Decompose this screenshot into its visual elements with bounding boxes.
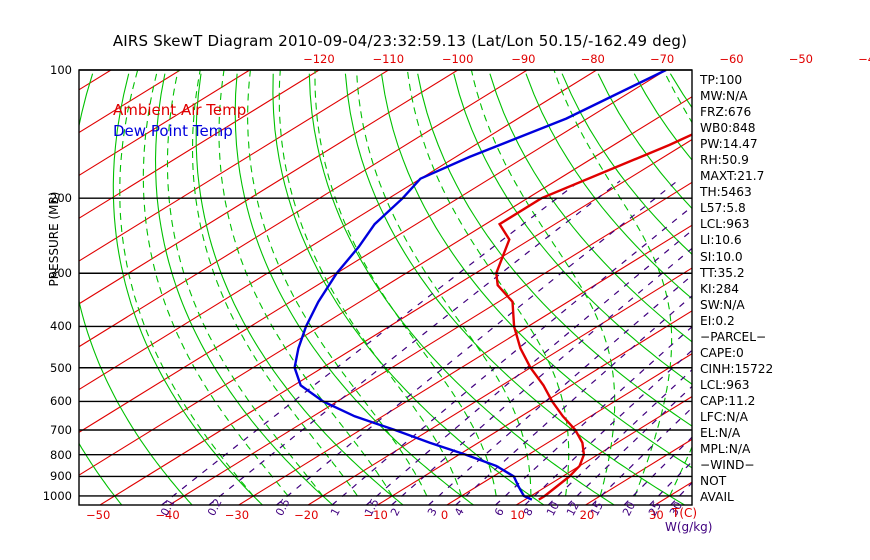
bottom-temp-tick-0: −50 [86, 508, 111, 522]
stat-item-26: AVAIL [700, 490, 734, 505]
bottom-temp-tick-2: −30 [224, 508, 250, 522]
stat-item-0: TP:100 [700, 73, 743, 87]
pressure-tick-1: 200 [50, 191, 72, 206]
bottom-temp-tick-5: 0 [440, 508, 449, 522]
stat-item-21: LFC:N/A [700, 409, 748, 424]
stat-item-7: TH:5463 [700, 185, 752, 200]
pressure-tick-0: 100 [50, 63, 72, 77]
pressure-tick-3: 400 [50, 319, 72, 334]
stat-item-5: RH:50.9 [700, 153, 749, 168]
stat-item-3: WB0:848 [700, 121, 756, 136]
stat-item-13: KI:284 [700, 281, 739, 296]
stat-item-19: LCL:963 [700, 377, 750, 392]
top-temp-tick-3: −90 [511, 52, 536, 66]
bottom-temp-tick-4: −10 [363, 508, 388, 522]
x-axis-temp-unit: T(C) [672, 506, 698, 520]
top-temp-tick-4: −80 [580, 52, 605, 66]
bottom-temp-tick-8: 30 [649, 508, 664, 522]
bottom-temp-tick-6: 10 [510, 508, 525, 522]
stat-item-25: NOT [700, 474, 727, 489]
top-temp-tick-7: −50 [788, 52, 813, 66]
stat-item-18: CINH:15722 [700, 361, 774, 376]
grid-lines [79, 70, 692, 505]
top-temp-tick-0: −120 [303, 52, 335, 66]
bottom-temp-tick-3: −20 [294, 508, 319, 522]
top-temp-tick-2: −100 [441, 52, 474, 66]
stat-item-10: LI:10.6 [700, 233, 742, 248]
stat-item-14: SW:N/A [700, 297, 745, 312]
pressure-tick-5: 600 [50, 394, 72, 409]
top-temp-tick-8: −40 [858, 52, 870, 66]
stat-item-6: MAXT:21.7 [700, 169, 765, 184]
top-temp-tick-1: −110 [372, 52, 405, 66]
pressure-tick-7: 800 [50, 447, 72, 462]
stat-item-1: MW:N/A [700, 89, 748, 104]
bottom-temp-tick-7: 20 [579, 508, 595, 522]
legend-dew-point-temp: Dew Point Temp [113, 122, 233, 140]
stat-item-11: SI:10.0 [700, 249, 743, 264]
stat-item-24: −WIND− [700, 458, 755, 473]
pressure-tick-2: 300 [50, 266, 72, 281]
pressure-tick-9: 1000 [42, 488, 72, 503]
stat-item-9: LCL:963 [700, 217, 750, 232]
stat-item-15: EI:0.2 [700, 313, 735, 328]
top-temp-tick-6: −60 [719, 52, 744, 66]
stat-item-22: EL:N/A [700, 426, 741, 441]
bottom-temp-tick-1: −40 [155, 508, 180, 522]
stat-item-12: TT:35.2 [700, 265, 745, 280]
pressure-tick-4: 500 [50, 360, 72, 375]
page-title: AIRS SkewT Diagram 2010-09-04/23:32:59.1… [112, 32, 688, 50]
stat-item-17: CAPE:0 [700, 345, 744, 360]
stat-item-4: PW:14.47 [700, 137, 758, 152]
stat-item-2: FRZ:676 [700, 105, 752, 120]
stat-item-8: L57:5.8 [700, 201, 746, 216]
pressure-tick-8: 900 [50, 469, 72, 484]
stat-item-16: −PARCEL− [700, 329, 767, 344]
isobar-lines [79, 69, 692, 497]
sounding-statistics-panel: TP:100 MW:N/A FRZ:676 WB0:848 PW:14.47 RH:50.… [700, 72, 866, 505]
stat-item-20: CAP:11.2 [700, 393, 756, 408]
top-temp-tick-5: −70 [649, 52, 675, 66]
pressure-tick-6: 700 [50, 422, 72, 437]
legend-ambient-air-temp: Ambient Air Temp [113, 101, 247, 119]
x-axis-mixing-unit: W(g/kg) [665, 520, 713, 534]
stat-item-23: MPL:N/A [700, 442, 751, 457]
